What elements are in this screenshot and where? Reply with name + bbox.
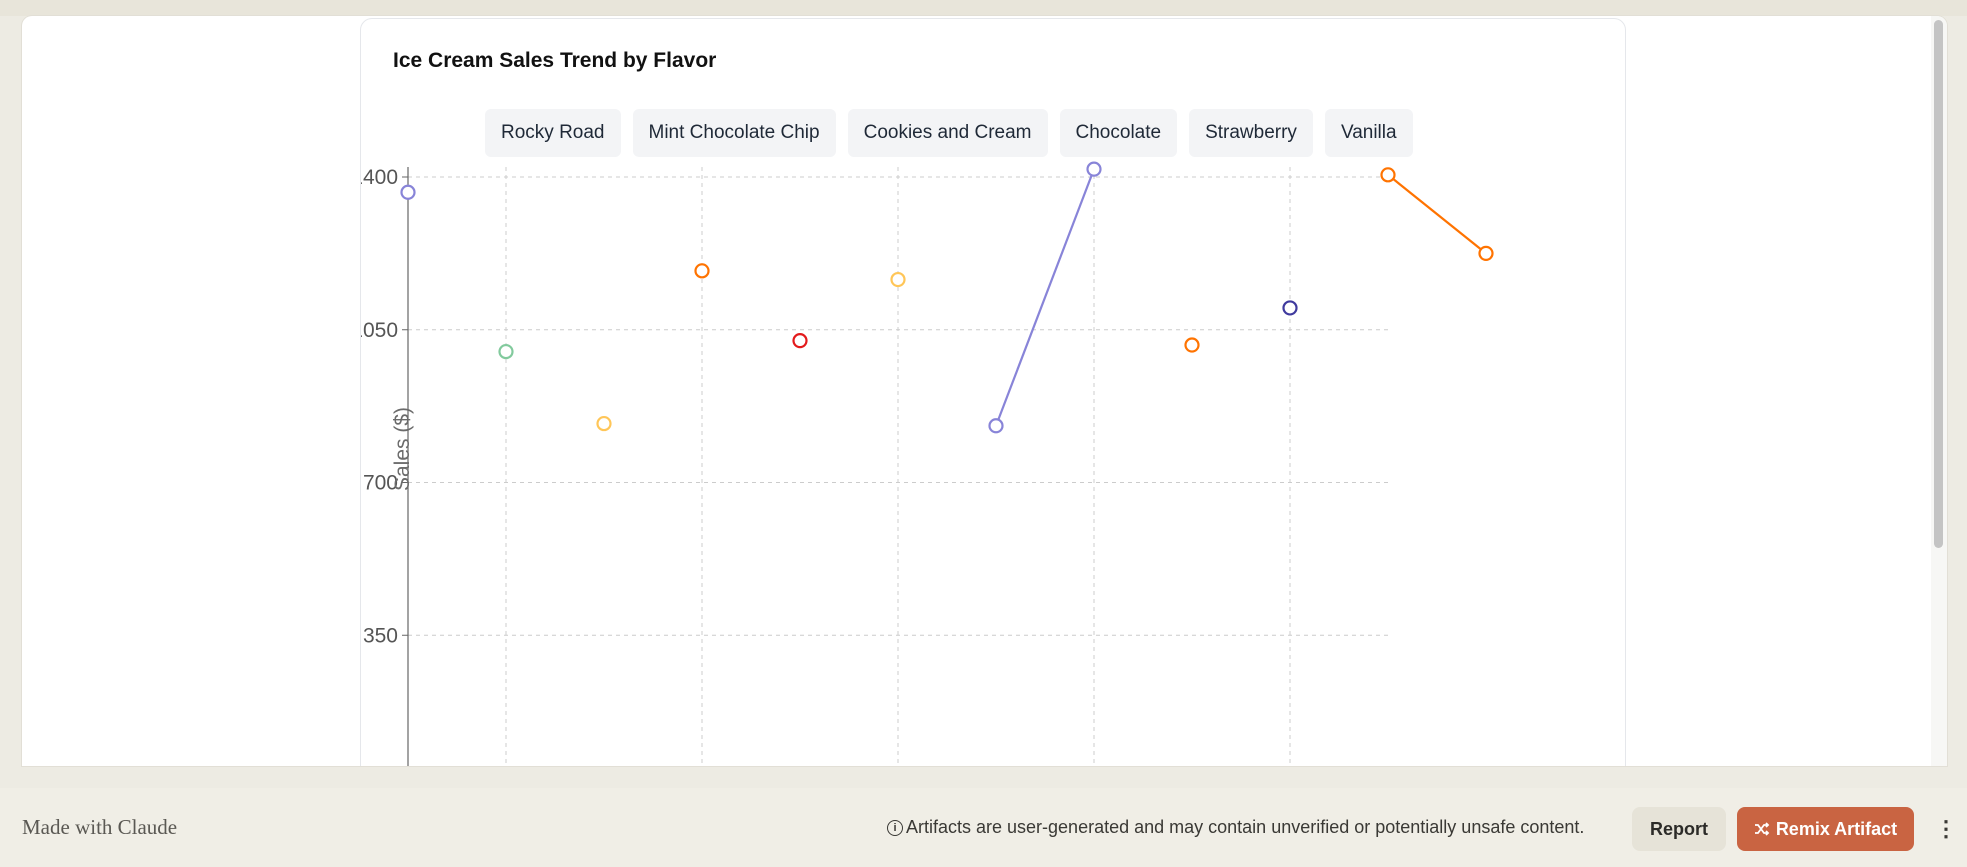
remix-artifact-label: Remix Artifact: [1775, 818, 1898, 839]
data-point[interactable]: [400, 184, 416, 200]
report-button[interactable]: Report: [1632, 807, 1726, 851]
chart-card: Ice Cream Sales Trend by Flavor Rocky Ro…: [360, 18, 1626, 766]
data-point[interactable]: [792, 333, 808, 349]
legend-mint-chocolate-chip[interactable]: Mint Chocolate Chip: [632, 109, 836, 157]
chart-series: [400, 161, 1494, 434]
y-tick-label: 350: [363, 624, 398, 647]
data-point[interactable]: [596, 415, 612, 432]
shuffle-icon: [1754, 822, 1770, 836]
y-tick-label: 1400: [361, 166, 398, 189]
data-point[interactable]: [1184, 337, 1200, 353]
data-point[interactable]: [1478, 245, 1494, 261]
info-icon: i: [887, 819, 903, 836]
legend: Rocky Road Mint Chocolate Chip Cookies a…: [485, 109, 1413, 157]
data-point[interactable]: [498, 343, 514, 360]
safety-notice: i Artifacts are user-generated and may c…: [887, 817, 1584, 838]
series-line: [1387, 173, 1487, 255]
remix-artifact-button[interactable]: Remix Artifact: [1737, 807, 1914, 851]
more-options-icon[interactable]: ⋮: [1935, 812, 1957, 846]
y-tick-label: 700: [363, 472, 398, 495]
y-axis-title: Sales ($): [391, 407, 414, 491]
safety-notice-text: Artifacts are user-generated and may con…: [906, 817, 1585, 837]
sales-chart: 350 700 1050 1400 Sales ($): [361, 161, 1494, 766]
scrollbar-thumb[interactable]: [1934, 20, 1943, 548]
data-point[interactable]: [1086, 161, 1102, 177]
footer-bar: Made with Claude i Artifacts are user-ge…: [0, 788, 1967, 867]
made-with-claude-label: Made with Claude: [22, 815, 178, 839]
chart-axes: 350 700 1050 1400: [361, 166, 409, 766]
artifact-frame: Ice Cream Sales Trend by Flavor Rocky Ro…: [22, 16, 1947, 766]
data-point[interactable]: [988, 418, 1004, 434]
legend-vanilla[interactable]: Vanilla: [1324, 109, 1413, 157]
y-tick-label: 1050: [361, 319, 398, 342]
chart-title: Ice Cream Sales Trend by Flavor: [393, 49, 717, 72]
data-point[interactable]: [1380, 167, 1396, 183]
data-point[interactable]: [1282, 300, 1298, 316]
data-point[interactable]: [694, 263, 710, 279]
legend-strawberry[interactable]: Strawberry: [1189, 109, 1313, 157]
legend-cookies-and-cream[interactable]: Cookies and Cream: [847, 109, 1048, 157]
legend-chocolate[interactable]: Chocolate: [1059, 109, 1178, 157]
window-top-strip: [0, 0, 1967, 16]
data-point[interactable]: [890, 271, 906, 288]
series-line: [994, 168, 1096, 427]
chart-grid: [408, 167, 1388, 766]
scrollbar-track[interactable]: [1931, 16, 1947, 766]
legend-rocky-road[interactable]: Rocky Road: [485, 109, 621, 157]
